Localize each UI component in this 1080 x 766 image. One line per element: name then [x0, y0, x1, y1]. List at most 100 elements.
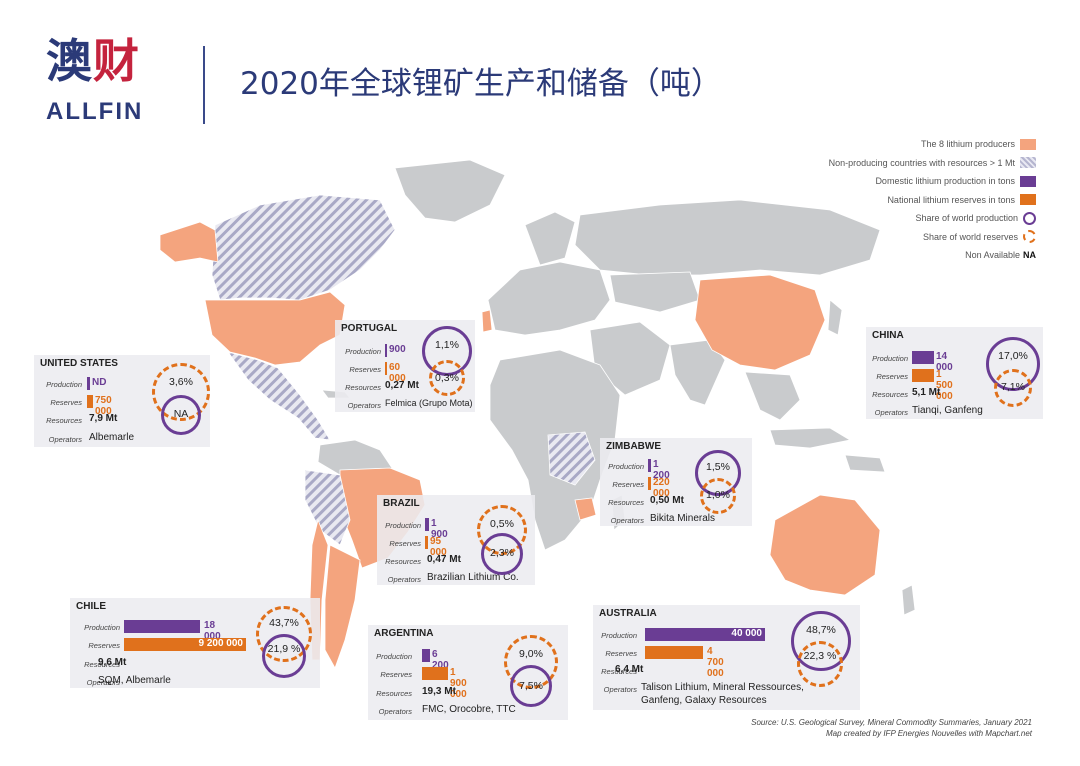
- production-circle-icon: [1023, 211, 1036, 225]
- reserves-label: Reserves: [605, 649, 637, 658]
- operators-label: Operators: [603, 685, 637, 694]
- reserves-bar: 750 000: [87, 395, 112, 417]
- country-name: CHINA: [872, 330, 904, 341]
- page-title: 2020年全球锂矿生产和储备（吨）: [240, 66, 722, 102]
- australia-shape: [769, 494, 881, 596]
- resources-value: 6,4 Mt: [615, 664, 644, 675]
- box-portugal: PORTUGAL Production 900 Reserves 60 000 …: [335, 320, 475, 412]
- alaska: [159, 221, 219, 263]
- legend-share-reserves: Share of world reserves: [706, 228, 1036, 247]
- resources-label: Resources: [608, 498, 644, 507]
- zimbabwe-shape: [574, 497, 597, 521]
- legend-non-producing: Non-producing countries with resources >…: [706, 154, 1036, 173]
- reserves-label: Reserves: [380, 670, 412, 679]
- production-label: Production: [46, 380, 82, 389]
- argentina: [324, 544, 361, 669]
- operators-label: Operators: [874, 408, 908, 417]
- reserves-label: Reserves: [50, 398, 82, 407]
- logo-chinese: 澳财: [46, 34, 140, 88]
- operators-label: Operators: [610, 516, 644, 525]
- header-divider: [203, 46, 205, 124]
- china: [694, 274, 826, 371]
- reserves-label: Reserves: [349, 365, 381, 374]
- source-note: Source: U.S. Geological Survey, Mineral …: [751, 718, 1032, 740]
- resources-value: 5,1 Mt: [912, 387, 941, 398]
- operators-value: Brazilian Lithium Co.: [427, 572, 519, 583]
- reserves-bar: 60 000: [385, 362, 406, 384]
- production-label: Production: [385, 521, 421, 530]
- production-bar: 6 200: [422, 649, 449, 671]
- resources-label: Resources: [385, 557, 421, 566]
- legend-na: Non Available NA: [965, 250, 1036, 261]
- resources-label: Resources: [345, 383, 381, 392]
- production-bar: 1 900: [425, 518, 448, 540]
- country-name: ZIMBABWE: [606, 441, 661, 452]
- greenland: [394, 159, 506, 223]
- production-bar: ND: [87, 377, 106, 390]
- logo-english: ALLFIN: [46, 98, 144, 125]
- resources-label: Resources: [601, 667, 637, 676]
- reserves-bar: 4 700 000: [645, 646, 724, 679]
- reserves-label: Reserves: [612, 480, 644, 489]
- map-legend: The 8 lithium producers Non-producing co…: [706, 135, 1036, 265]
- operators-value: Bikita Minerals: [650, 513, 716, 524]
- resources-value: 7,9 Mt: [89, 413, 118, 424]
- box-brazil: BRAZIL Production 1 900 Reserves 95 000 …: [377, 495, 535, 585]
- reserves-label: Reserves: [88, 641, 120, 650]
- reserves-label: Reserves: [389, 539, 421, 548]
- legend-reserves: National lithium reserves in tons: [706, 191, 1036, 210]
- production-share: 48,7%: [806, 624, 836, 636]
- box-china: CHINA Production 14 000 Reserves 1 500 0…: [866, 327, 1043, 419]
- production-bar: 18 000: [124, 620, 221, 642]
- portugal: [481, 309, 493, 333]
- bolivia: [304, 469, 351, 546]
- production-bar: 40 000: [645, 628, 765, 641]
- production-share: 2,3%: [490, 547, 514, 559]
- resources-label: Resources: [84, 660, 120, 669]
- resources-value: 19,3 Mt: [422, 686, 456, 697]
- production-share-ring: [262, 634, 306, 678]
- russia: [574, 199, 881, 276]
- production-share-ring: [161, 395, 201, 435]
- production-share: 1,5%: [706, 461, 730, 473]
- reserves-share: 0,5%: [490, 518, 514, 530]
- reserves-share-ring: [429, 360, 465, 396]
- operators-value: Felmica (Grupo Mota): [385, 398, 473, 408]
- production-share: NA: [173, 408, 189, 420]
- country-name: UNITED STATES: [40, 358, 118, 369]
- box-australia: AUSTRALIA Production 40 000 Reserves 4 7…: [593, 605, 860, 710]
- reserves-share: 0,3%: [435, 372, 459, 384]
- reserves-share: 43,7%: [269, 617, 299, 629]
- resources-label: Resources: [46, 416, 82, 425]
- reserves-bar: 1 900 000: [422, 667, 467, 700]
- country-name: ARGENTINA: [374, 628, 434, 639]
- operators-label: Operators: [347, 401, 381, 410]
- drc: [547, 431, 596, 486]
- source-line: Source: U.S. Geological Survey, Mineral …: [751, 718, 1032, 727]
- production-label: Production: [84, 623, 120, 632]
- reserves-bar: 95 000: [425, 536, 447, 558]
- operators-value-2: Ganfeng, Galaxy Resources: [641, 695, 767, 706]
- operators-label: Operators: [86, 678, 120, 687]
- production-share: 7,5%: [519, 680, 543, 692]
- reserves-share-ring: [994, 369, 1032, 407]
- header: 澳财 ALLFIN 2020年全球锂矿生产和储备（吨）: [0, 0, 1080, 135]
- operators-value: Talison Lithium, Mineral Ressources,: [641, 682, 804, 693]
- credit-line: Map created by IFP Energies Nouvelles wi…: [825, 728, 1032, 738]
- hatch-swatch: [1020, 157, 1036, 169]
- reserves-bar: 220 000: [648, 477, 670, 499]
- resources-value: 0,47 Mt: [427, 554, 461, 565]
- reserves-share-ring: [700, 478, 736, 514]
- reserves-label: Reserves: [876, 372, 908, 381]
- production-share-ring: [481, 533, 523, 575]
- producer-swatch: [1020, 138, 1036, 150]
- production-label: Production: [345, 347, 381, 356]
- box-zimbabwe: ZIMBABWE Production 1 200 Reserves 220 0…: [600, 438, 752, 526]
- production-label: Production: [608, 462, 644, 471]
- europe: [487, 261, 611, 336]
- legend-producers: The 8 lithium producers: [706, 135, 1036, 154]
- reserves-bar: 1 500 000: [912, 369, 953, 402]
- legend-production: Domestic lithium production in tons: [706, 172, 1036, 191]
- legend-share-production: Share of world production: [706, 209, 1036, 228]
